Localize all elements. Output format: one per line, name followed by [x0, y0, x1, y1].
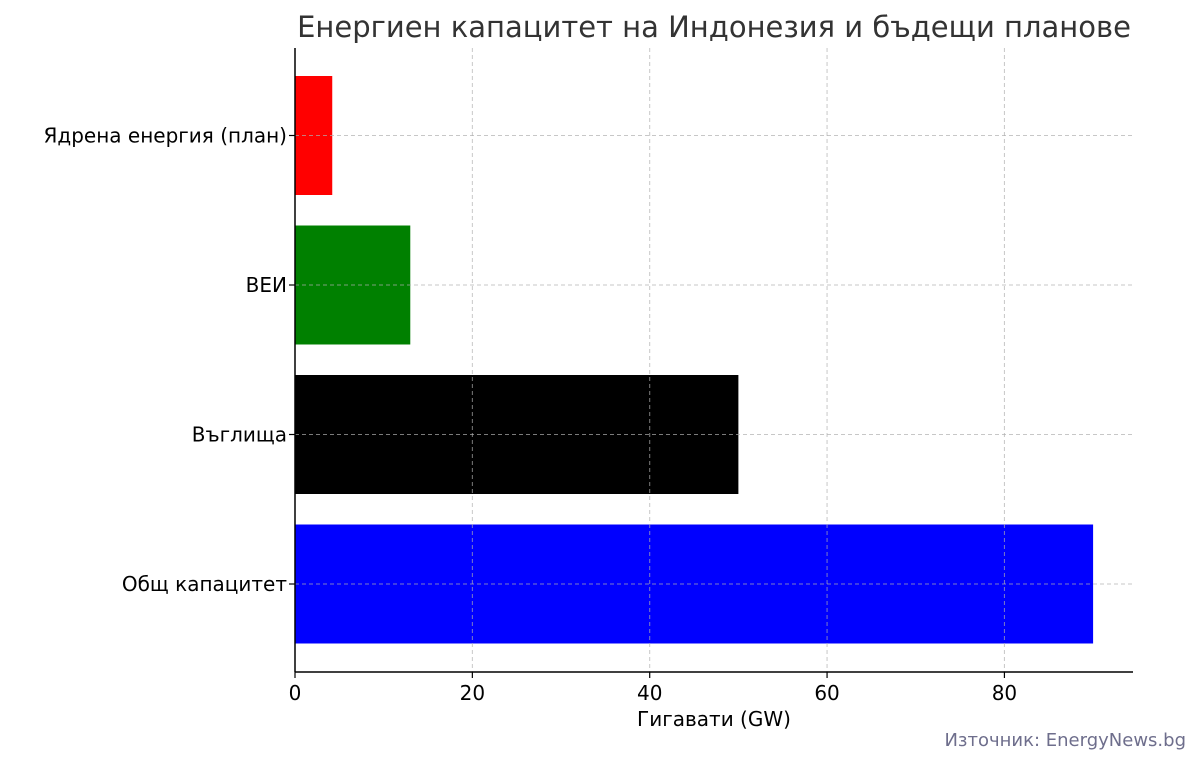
y-tick-label: Въглища — [192, 423, 287, 447]
y-tick-label: ВЕИ — [246, 273, 287, 297]
chart-title: Енергиен капацитет на Индонезия и бъдещи… — [297, 10, 1131, 44]
y-tick-label: Ядрена енергия (план) — [44, 124, 288, 148]
x-tick-label: 20 — [460, 681, 485, 705]
axes — [294, 48, 1133, 673]
bars — [295, 76, 1094, 644]
source-note: Източник: EnergyNews.bg — [944, 730, 1186, 751]
x-tick-label: 80 — [992, 681, 1017, 705]
x-tick-label: 40 — [637, 681, 662, 705]
x-tick-label: 60 — [814, 681, 839, 705]
grid-lines — [295, 48, 1133, 672]
y-tick-label: Общ капацитет — [122, 572, 288, 596]
x-tick-label: 0 — [289, 681, 302, 705]
x-axis-label: Гигавати (GW) — [637, 707, 791, 731]
x-ticks: 0 20 40 60 80 — [289, 672, 1017, 705]
y-ticks: Общ капацитет Въглища ВЕИ Ядрена енергия (п… — [44, 124, 295, 596]
